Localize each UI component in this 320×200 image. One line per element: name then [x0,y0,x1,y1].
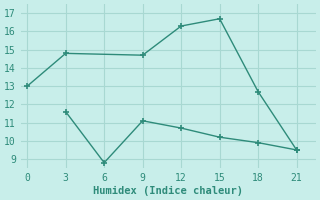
X-axis label: Humidex (Indice chaleur): Humidex (Indice chaleur) [93,186,243,196]
